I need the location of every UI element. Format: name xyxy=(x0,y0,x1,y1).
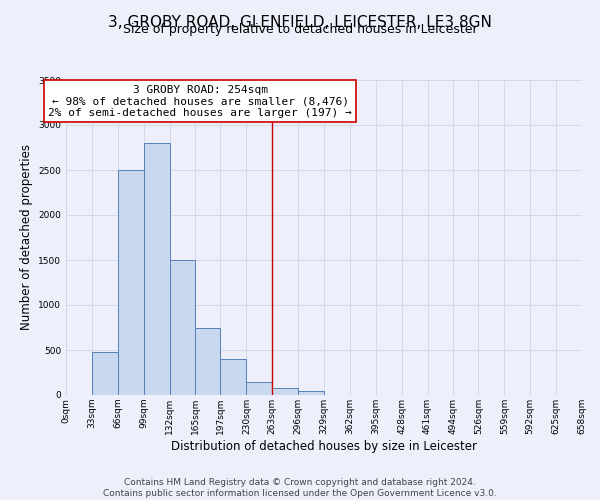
Bar xyxy=(143,143,170,395)
Text: Size of property relative to detached houses in Leicester: Size of property relative to detached ho… xyxy=(122,22,478,36)
Bar xyxy=(272,388,298,395)
X-axis label: Distribution of detached houses by size in Leicester: Distribution of detached houses by size … xyxy=(171,440,477,452)
Bar xyxy=(196,328,220,395)
Bar xyxy=(170,260,196,395)
Bar xyxy=(220,359,247,395)
Bar xyxy=(247,382,272,395)
Text: 3, GROBY ROAD, GLENFIELD, LEICESTER, LE3 8GN: 3, GROBY ROAD, GLENFIELD, LEICESTER, LE3… xyxy=(108,15,492,30)
Text: 3 GROBY ROAD: 254sqm
← 98% of detached houses are smaller (8,476)
2% of semi-det: 3 GROBY ROAD: 254sqm ← 98% of detached h… xyxy=(48,84,352,118)
Bar xyxy=(118,170,143,395)
Bar xyxy=(92,352,118,395)
Text: Contains HM Land Registry data © Crown copyright and database right 2024.
Contai: Contains HM Land Registry data © Crown c… xyxy=(103,478,497,498)
Bar xyxy=(298,390,324,395)
Y-axis label: Number of detached properties: Number of detached properties xyxy=(20,144,32,330)
